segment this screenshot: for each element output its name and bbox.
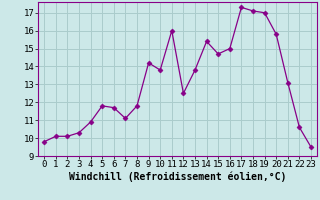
X-axis label: Windchill (Refroidissement éolien,°C): Windchill (Refroidissement éolien,°C) bbox=[69, 172, 286, 182]
